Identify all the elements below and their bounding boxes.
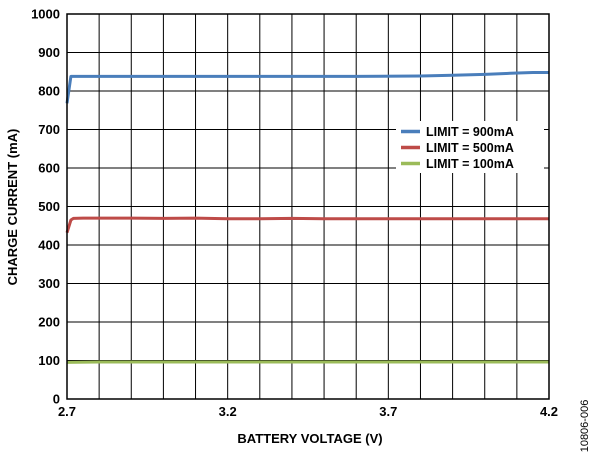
y-tick-label: 900 [38, 45, 60, 60]
legend-label-100ma: LIMIT = 100mA [426, 157, 514, 171]
legend-box [396, 121, 544, 173]
x-axis-label: BATTERY VOLTAGE (V) [237, 431, 382, 446]
grid-lines [67, 14, 549, 399]
figure-id: 10806-006 [579, 400, 591, 453]
x-tick-label: 2.7 [58, 404, 76, 419]
series-line-1 [65, 216, 549, 234]
legend-label-500ma: LIMIT = 500mA [426, 141, 514, 155]
x-tick-labels: 2.7 3.2 3.7 4.2 [58, 404, 558, 419]
y-tick-label: 500 [38, 199, 60, 214]
y-tick-label: 300 [38, 276, 60, 291]
x-tick-label: 3.2 [219, 404, 237, 419]
y-tick-labels: 0 100 200 300 400 500 600 700 800 900 1000 [31, 7, 60, 407]
y-tick-label: 100 [38, 353, 60, 368]
series-line-0 [65, 71, 549, 104]
y-tick-label: 700 [38, 122, 60, 137]
legend: LIMIT = 900mA LIMIT = 500mA LIMIT = 100m… [396, 121, 544, 173]
legend-label-900ma: LIMIT = 900mA [426, 125, 514, 139]
y-axis-label: CHARGE CURRENT (mA) [5, 129, 20, 286]
y-tick-label: 600 [38, 161, 60, 176]
y-tick-label: 800 [38, 84, 60, 99]
y-tick-label: 400 [38, 238, 60, 253]
y-tick-label: 0 [53, 392, 60, 407]
y-tick-label: 200 [38, 315, 60, 330]
plot-frame [66, 13, 550, 400]
x-tick-label: 4.2 [540, 404, 558, 419]
x-tick-label: 3.7 [379, 404, 397, 419]
series-lines [65, 71, 549, 364]
y-tick-label: 1000 [31, 7, 60, 22]
